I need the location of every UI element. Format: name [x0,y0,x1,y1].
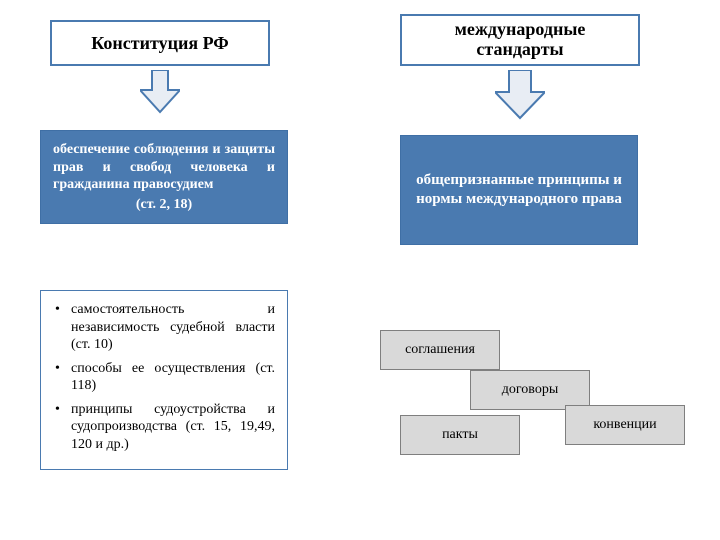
header-constitution: Конституция РФ [50,20,270,66]
blue-box-right: общепризнанные принципы и нормы междунар… [400,135,638,245]
grey-box-pacts: пакты [400,415,520,455]
blue-box-left-main: обеспечение соблюдения и защиты прав и с… [53,142,275,192]
grey-box-conventions: конвенции [565,405,685,445]
blue-box-right-main: общепризнанные принципы и нормы междунар… [413,171,625,210]
grey-box-treaties: договоры [470,370,590,410]
arrow-right [495,70,545,120]
blue-box-left-ref: (ст. 2, 18) [136,197,192,212]
bullet-item: способы ее осуществления (ст. 118) [55,360,275,395]
arrow-left [140,70,180,114]
white-box-bullets: самостоятельность и независимость судебн… [40,290,288,470]
bullet-item: принципы судоустройства и судопроизводст… [55,401,275,454]
blue-box-left: обеспечение соблюдения и защиты прав и с… [40,130,288,224]
bullet-item: самостоятельность и независимость судебн… [55,301,275,354]
header-international: международные стандарты [400,14,640,66]
grey-box-agreements: соглашения [380,330,500,370]
